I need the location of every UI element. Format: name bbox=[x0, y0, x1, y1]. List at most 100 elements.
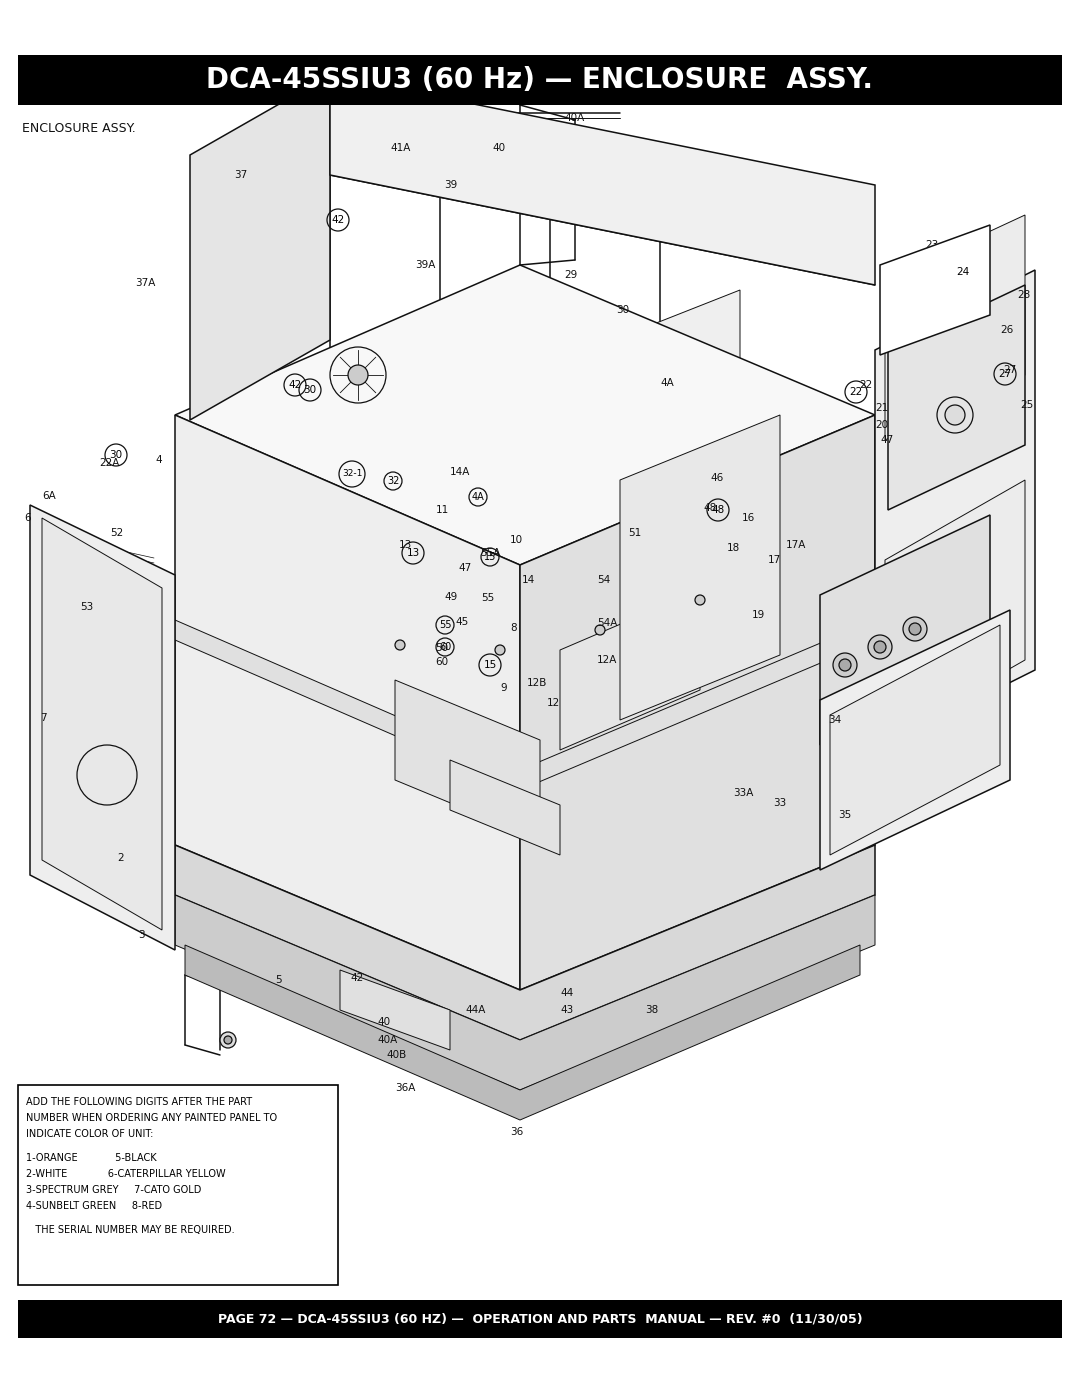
Polygon shape bbox=[384, 291, 740, 840]
Text: 55: 55 bbox=[482, 592, 495, 604]
Polygon shape bbox=[30, 504, 175, 950]
Polygon shape bbox=[519, 415, 875, 990]
Text: 17A: 17A bbox=[786, 541, 807, 550]
Text: 40: 40 bbox=[492, 142, 505, 154]
Bar bbox=[18, 1085, 338, 1285]
Text: 32: 32 bbox=[387, 476, 400, 486]
Text: ENCLOSURE ASSY.: ENCLOSURE ASSY. bbox=[22, 122, 136, 136]
Text: 40B: 40B bbox=[386, 1051, 406, 1060]
Text: 33A: 33A bbox=[733, 788, 754, 798]
Text: 40A: 40A bbox=[377, 1035, 397, 1045]
Text: 39A: 39A bbox=[415, 260, 435, 270]
Polygon shape bbox=[880, 225, 990, 355]
Text: 42: 42 bbox=[332, 215, 345, 225]
Text: 13: 13 bbox=[399, 541, 411, 550]
Text: 7: 7 bbox=[40, 712, 46, 724]
Text: DCA-45SSIU3 (60 Hz) — ENCLOSURE  ASSY.: DCA-45SSIU3 (60 Hz) — ENCLOSURE ASSY. bbox=[206, 66, 874, 94]
Text: 46: 46 bbox=[710, 474, 724, 483]
Text: 37: 37 bbox=[234, 170, 247, 180]
Text: THE SERIAL NUMBER MAY BE REQUIRED.: THE SERIAL NUMBER MAY BE REQUIRED. bbox=[26, 1225, 234, 1235]
Text: 3: 3 bbox=[138, 930, 145, 940]
Circle shape bbox=[395, 640, 405, 650]
Text: 22A: 22A bbox=[904, 314, 924, 326]
Text: 44: 44 bbox=[561, 988, 573, 997]
Text: 54A: 54A bbox=[597, 617, 618, 629]
Circle shape bbox=[595, 624, 605, 636]
Text: 4-SUNBELT GREEN     8-RED: 4-SUNBELT GREEN 8-RED bbox=[26, 1201, 162, 1211]
Text: 22: 22 bbox=[849, 387, 863, 397]
Polygon shape bbox=[820, 610, 1010, 870]
Text: 14A: 14A bbox=[450, 467, 471, 476]
Text: 8: 8 bbox=[510, 623, 516, 633]
Text: 39: 39 bbox=[444, 180, 457, 190]
Text: 17: 17 bbox=[768, 555, 781, 564]
Text: 22: 22 bbox=[860, 380, 873, 390]
Circle shape bbox=[945, 405, 966, 425]
Text: 60: 60 bbox=[435, 657, 448, 666]
Polygon shape bbox=[561, 590, 700, 750]
Text: 52: 52 bbox=[110, 528, 123, 538]
Polygon shape bbox=[175, 895, 875, 1090]
Text: 10: 10 bbox=[510, 535, 523, 545]
Text: 21: 21 bbox=[875, 402, 888, 414]
Text: 44A: 44A bbox=[465, 1004, 485, 1016]
Text: 51: 51 bbox=[627, 528, 642, 538]
Text: 15: 15 bbox=[484, 552, 496, 562]
Text: 30: 30 bbox=[303, 386, 316, 395]
Text: 30: 30 bbox=[616, 305, 630, 314]
Circle shape bbox=[903, 617, 927, 641]
Polygon shape bbox=[888, 285, 1025, 510]
Text: 5: 5 bbox=[274, 975, 281, 985]
Text: PAGE 72 — DCA-45SSIU3 (60 HZ) —  OPERATION AND PARTS  MANUAL — REV. #0  (11/30/0: PAGE 72 — DCA-45SSIU3 (60 HZ) — OPERATIO… bbox=[218, 1313, 862, 1326]
Text: 41A: 41A bbox=[390, 142, 410, 154]
Text: 23: 23 bbox=[924, 240, 939, 250]
Text: 45: 45 bbox=[455, 617, 469, 627]
Polygon shape bbox=[340, 970, 450, 1051]
Text: 36: 36 bbox=[510, 1127, 523, 1137]
Text: 26: 26 bbox=[1000, 326, 1013, 335]
Circle shape bbox=[839, 659, 851, 671]
Polygon shape bbox=[175, 265, 875, 564]
Text: 12: 12 bbox=[546, 698, 561, 708]
Text: 12B: 12B bbox=[527, 678, 548, 687]
Polygon shape bbox=[875, 270, 1035, 750]
Text: 13: 13 bbox=[406, 548, 420, 557]
Polygon shape bbox=[450, 760, 561, 855]
Text: 4A: 4A bbox=[660, 379, 674, 388]
Text: 40: 40 bbox=[377, 1017, 390, 1027]
Text: 28: 28 bbox=[1017, 291, 1030, 300]
Text: 4A: 4A bbox=[472, 492, 484, 502]
Text: 2: 2 bbox=[117, 854, 123, 863]
Circle shape bbox=[224, 1037, 232, 1044]
Bar bbox=[18, 1301, 1062, 1338]
Text: 47: 47 bbox=[458, 563, 471, 573]
Circle shape bbox=[874, 641, 886, 652]
Polygon shape bbox=[831, 624, 1000, 855]
Circle shape bbox=[833, 652, 858, 678]
Polygon shape bbox=[175, 845, 875, 1039]
Text: 29: 29 bbox=[564, 270, 577, 279]
Text: 22A: 22A bbox=[99, 458, 120, 468]
Circle shape bbox=[868, 636, 892, 659]
Polygon shape bbox=[885, 481, 1025, 740]
Polygon shape bbox=[190, 75, 330, 420]
Text: 19: 19 bbox=[752, 610, 766, 620]
Text: 1-ORANGE            5-BLACK: 1-ORANGE 5-BLACK bbox=[26, 1153, 157, 1162]
Text: 34: 34 bbox=[828, 715, 841, 725]
Polygon shape bbox=[395, 680, 540, 840]
Text: NUMBER WHEN ORDERING ANY PAINTED PANEL TO: NUMBER WHEN ORDERING ANY PAINTED PANEL T… bbox=[26, 1113, 278, 1123]
Text: 24: 24 bbox=[957, 265, 970, 275]
Text: 48: 48 bbox=[703, 503, 717, 513]
Polygon shape bbox=[330, 75, 875, 285]
Circle shape bbox=[909, 623, 921, 636]
Polygon shape bbox=[620, 415, 780, 719]
Circle shape bbox=[495, 645, 505, 655]
Text: 35: 35 bbox=[838, 810, 852, 820]
Text: 36A: 36A bbox=[395, 1083, 416, 1092]
Polygon shape bbox=[175, 620, 875, 789]
Text: 14: 14 bbox=[522, 576, 536, 585]
Text: ADD THE FOLLOWING DIGITS AFTER THE PART: ADD THE FOLLOWING DIGITS AFTER THE PART bbox=[26, 1097, 252, 1106]
Text: 55A: 55A bbox=[480, 548, 500, 557]
Polygon shape bbox=[885, 215, 1025, 440]
Text: 18: 18 bbox=[727, 543, 740, 553]
